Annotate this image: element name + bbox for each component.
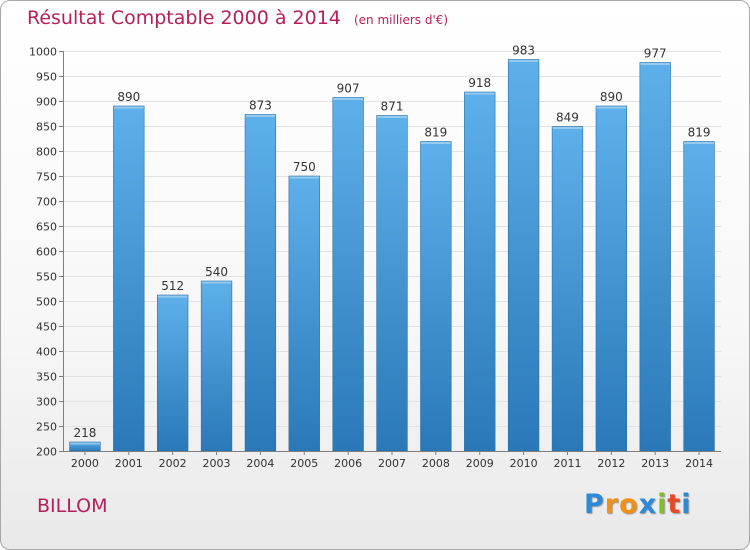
bar-highlight <box>421 142 451 144</box>
x-tick-label: 2006 <box>334 457 362 470</box>
value-label-2000: 218 <box>73 426 96 440</box>
commune-name: BILLOM <box>37 495 108 517</box>
value-label-2009: 918 <box>468 76 491 90</box>
bar-highlight <box>377 116 407 118</box>
x-tick-label: 2001 <box>115 457 143 470</box>
bar-2007 <box>376 115 408 452</box>
bar-2002 <box>157 294 189 452</box>
x-tick-label: 2009 <box>466 457 494 470</box>
x-tick-label: 2012 <box>597 457 625 470</box>
bar-2005 <box>288 175 320 452</box>
y-tick-label: 600 <box>36 246 57 259</box>
bar-2003 <box>200 280 233 452</box>
bar-2013 <box>639 62 671 452</box>
y-tick-label: 800 <box>36 146 57 159</box>
bar-highlight <box>245 115 276 117</box>
value-label-2004: 873 <box>249 99 272 113</box>
y-tick-label: 200 <box>36 446 57 459</box>
y-tick-label: 900 <box>36 96 57 109</box>
value-label-2001: 890 <box>117 90 140 104</box>
labels: 200 250 300 350 400 450 500 550 600 650 700 750 800 8… <box>29 44 713 471</box>
value-label-2006: 907 <box>337 82 360 96</box>
y-tick-label: 750 <box>36 171 57 184</box>
bar-highlight <box>157 295 188 298</box>
y-tick-label: 700 <box>36 196 57 209</box>
y-tick-label: 1000 <box>29 46 57 59</box>
x-tick-label: 2013 <box>641 457 669 470</box>
value-label-2013: 977 <box>644 47 667 61</box>
bar-2008 <box>420 141 452 452</box>
bar-highlight <box>464 92 495 95</box>
value-label-2007: 871 <box>381 100 404 114</box>
y-tick-label: 250 <box>36 421 57 434</box>
value-label-2002: 512 <box>161 279 184 293</box>
bar-2014 <box>683 141 715 452</box>
value-label-2012: 890 <box>600 90 623 104</box>
x-tick-label: 2007 <box>378 457 406 470</box>
bar-highlight <box>201 281 232 284</box>
bars <box>69 59 715 452</box>
bar-highlight <box>508 60 539 62</box>
x-tick-label: 2003 <box>203 457 231 470</box>
y-tick-label: 500 <box>36 296 57 309</box>
bar-highlight <box>333 98 363 100</box>
bar-highlight <box>684 142 714 144</box>
x-tick-label: 2002 <box>159 457 187 470</box>
y-tick-label: 850 <box>36 121 57 134</box>
value-label-2008: 819 <box>424 126 447 140</box>
y-tick-label: 650 <box>36 221 57 234</box>
logo-letter: r <box>604 489 620 520</box>
y-tick-label: 350 <box>36 371 57 384</box>
value-label-2011: 849 <box>556 111 579 125</box>
bar-highlight <box>70 442 100 445</box>
logo-letter: P <box>584 489 605 520</box>
value-label-2010: 983 <box>512 44 535 58</box>
bar-2011 <box>551 126 584 452</box>
chart-subtitle: (en milliers d'€) <box>353 13 449 27</box>
proxiti-logo[interactable]: Proxiti <box>584 489 692 520</box>
logo-letter: t <box>667 489 682 520</box>
bar-highlight <box>113 106 144 109</box>
bar-2004 <box>244 114 277 452</box>
x-tick-label: 2010 <box>510 457 538 470</box>
bar-2012 <box>595 105 627 452</box>
logo-letter: i <box>681 489 692 520</box>
x-tick-label: 2005 <box>290 457 318 470</box>
y-tick-label: 450 <box>36 321 57 334</box>
bar-2006 <box>332 97 364 452</box>
y-tick-label: 550 <box>36 271 57 284</box>
bar-highlight <box>596 106 627 109</box>
x-tick-label: 2011 <box>553 457 581 470</box>
bar-2001 <box>113 105 145 452</box>
bar-highlight <box>552 127 583 129</box>
x-tick-label: 2000 <box>71 457 99 470</box>
logo-letter: i <box>657 489 668 520</box>
logo-letter: x <box>638 489 658 520</box>
value-label-2005: 750 <box>293 160 316 174</box>
x-tick-label: 2014 <box>685 457 713 470</box>
title-row: Résultat Comptable 2000 à 2014 (en milli… <box>27 7 448 29</box>
x-tick-label: 2004 <box>246 457 274 470</box>
bar-2009 <box>464 91 496 452</box>
y-tick-label: 950 <box>36 71 57 84</box>
bar-highlight <box>289 176 320 179</box>
value-label-2014: 819 <box>688 126 711 140</box>
bar-highlight <box>640 63 671 65</box>
value-label-2003: 540 <box>205 265 228 279</box>
bar-2010 <box>507 59 540 452</box>
y-tick-label: 400 <box>36 346 57 359</box>
chart-title: Résultat Comptable 2000 à 2014 <box>27 7 341 29</box>
axes <box>59 51 721 455</box>
logo-letter: o <box>619 489 639 520</box>
x-tick-label: 2008 <box>422 457 450 470</box>
y-tick-label: 300 <box>36 396 57 409</box>
